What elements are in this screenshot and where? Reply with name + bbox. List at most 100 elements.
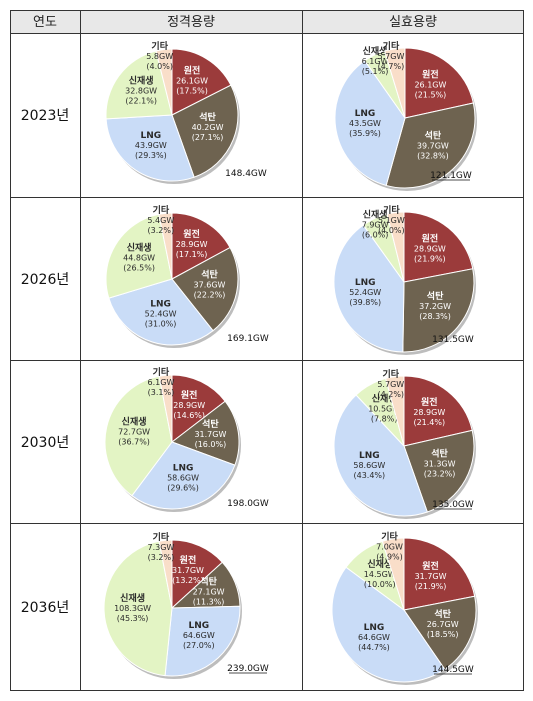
pie-total-label: 144.5GW — [432, 665, 474, 675]
slice-label-name: 기타 — [381, 530, 398, 542]
slice-label-gw: 28.9GW — [173, 401, 205, 410]
slice-label-gw: 37.6GW — [194, 281, 226, 290]
pie-charts: 원전26.1GW(17.5%)석탄40.2GW(27.1%)LNG43.9GW(… — [103, 40, 478, 685]
slice-label-pct: (4.2%) — [377, 390, 404, 399]
pie-2036-effective: 원전31.7GW(21.9%)석탄26.7GW(18.5%)LNG64.6GW(… — [331, 530, 478, 685]
slice-label-pct: (16.0%) — [195, 440, 227, 449]
slice-other — [158, 539, 173, 609]
slice-label-gw: 31.3GW — [424, 460, 456, 469]
slice-label-pct: (27.1%) — [192, 133, 224, 142]
slice-label-gw: 26.1GW — [176, 76, 208, 85]
slice-label-name: LNG — [359, 451, 380, 461]
pie-total-label: 148.4GW — [225, 169, 267, 179]
slice-label-pct: (17.5%) — [176, 86, 208, 95]
slice-label-name: 신재생 — [363, 45, 388, 57]
pie-2036-rated: 원전31.7GW(13.2%)석탄27.1GW(11.3%)LNG64.6GW(… — [103, 531, 269, 679]
year-2030: 2030년 — [21, 435, 70, 451]
slice-label-name: 석탄 — [202, 418, 219, 430]
slice-label-pct: (6.0%) — [362, 230, 389, 239]
slice-label-gw: 5.8GW — [146, 52, 173, 61]
slice-label-gw: 64.6GW — [183, 631, 215, 640]
slice-label-name: 기타 — [153, 531, 170, 543]
slice-label-pct: (3.2%) — [148, 553, 175, 562]
slice-label-pct: (29.6%) — [167, 483, 199, 492]
slice-label-pct: (35.9%) — [349, 129, 381, 138]
pie-total-label: 121.1GW — [430, 171, 472, 181]
slice-nuclear — [403, 211, 474, 283]
pie-2023-effective: 원전26.1GW(21.5%)석탄39.7GW(32.8%)LNG43.5GW(… — [334, 40, 477, 191]
pie-total-label: 135.0GW — [432, 500, 474, 510]
slice-label-pct: (32.8%) — [417, 151, 449, 160]
slice-label-gw: 72.7GW — [118, 427, 150, 436]
slice-label-pct: (22.2%) — [194, 291, 226, 300]
slice-lng — [131, 441, 236, 510]
slice-label-name: LNG — [141, 131, 162, 141]
header-rated: 정격용량 — [167, 15, 215, 30]
slice-renewable — [103, 540, 173, 677]
slice-label-pct: (22.1%) — [125, 96, 157, 105]
slice-other — [381, 537, 405, 611]
slice-label-pct: (3.2%) — [148, 226, 175, 235]
slice-nuclear — [171, 374, 226, 444]
slice-label-gw: 7.3GW — [147, 543, 174, 552]
slice-label-name: 석탄 — [200, 575, 217, 587]
slice-label-gw: 32.8GW — [125, 86, 157, 95]
slice-label-pct: (17.1%) — [176, 250, 208, 259]
slice-label-name: 기타 — [153, 366, 170, 378]
slice-label-pct: (43.4%) — [353, 471, 385, 480]
slice-label-gw: 28.9GW — [176, 240, 208, 249]
slice-label-name: 원전 — [181, 389, 198, 401]
slice-label-gw: 28.9GW — [414, 245, 446, 254]
slice-label-name: LNG — [364, 623, 385, 633]
pie-total-label: 198.0GW — [227, 499, 269, 509]
slice-label-gw: 7.9GW — [362, 220, 389, 229]
slice-lng — [331, 566, 446, 683]
year-2036: 2036년 — [21, 600, 70, 616]
slice-label-gw: 40.2GW — [192, 123, 224, 132]
slice-label-gw: 58.6GW — [353, 461, 385, 470]
slice-label-name: 신재생 — [129, 74, 154, 86]
slice-label-gw: 31.7GW — [194, 430, 226, 439]
header-row-bg — [10, 10, 524, 33]
slice-nuclear — [403, 375, 473, 447]
slice-label-name: 기타 — [383, 40, 400, 52]
year-2023: 2023년 — [21, 108, 70, 124]
slice-label-name: 원전 — [421, 396, 438, 408]
header-effective: 실효용량 — [389, 15, 437, 30]
slice-label-gw: 5.7GW — [378, 52, 405, 61]
slice-label-gw: 58.6GW — [167, 473, 199, 482]
slice-label-pct: (3.1%) — [148, 388, 175, 397]
slice-nuclear — [171, 539, 224, 610]
slice-label-name: LNG — [188, 621, 209, 631]
slice-label-pct: (4.9%) — [376, 552, 403, 561]
slice-label-pct: (4.0%) — [146, 62, 173, 71]
slice-lng — [334, 60, 406, 187]
slice-label-pct: (4.7%) — [378, 62, 405, 71]
slice-label-pct: (26.5%) — [123, 263, 155, 272]
slice-label-gw: 6.1GW — [148, 378, 175, 387]
slice-label-gw: 31.7GW — [172, 566, 204, 575]
slice-lng — [164, 605, 241, 677]
slice-coal — [171, 246, 239, 332]
slice-label-gw: 27.1GW — [193, 587, 225, 596]
slice-label-pct: (21.9%) — [415, 582, 447, 591]
slice-other — [386, 211, 405, 283]
slice-label-gw: 26.1GW — [414, 80, 446, 89]
slice-label-pct: (21.5%) — [415, 90, 447, 99]
slice-other — [385, 375, 405, 447]
slice-label-name: LNG — [355, 278, 376, 288]
slice-label-pct: (7.8%) — [371, 415, 398, 424]
slice-renewable — [104, 375, 173, 497]
slice-label-pct: (14.6%) — [173, 411, 205, 420]
slice-label-name: LNG — [355, 109, 376, 119]
slice-renewable — [105, 50, 173, 120]
slice-label-name: 석탄 — [201, 269, 218, 281]
slice-label-gw: 10.5GW — [368, 405, 400, 414]
slice-other — [383, 47, 406, 119]
slice-label-pct: (13.2%) — [172, 576, 204, 585]
slice-label-pct: (10.0%) — [364, 580, 396, 589]
slice-coal — [170, 400, 240, 466]
slice-label-pct: (45.3%) — [117, 614, 149, 623]
slice-label-gw: 44.8GW — [123, 253, 155, 262]
